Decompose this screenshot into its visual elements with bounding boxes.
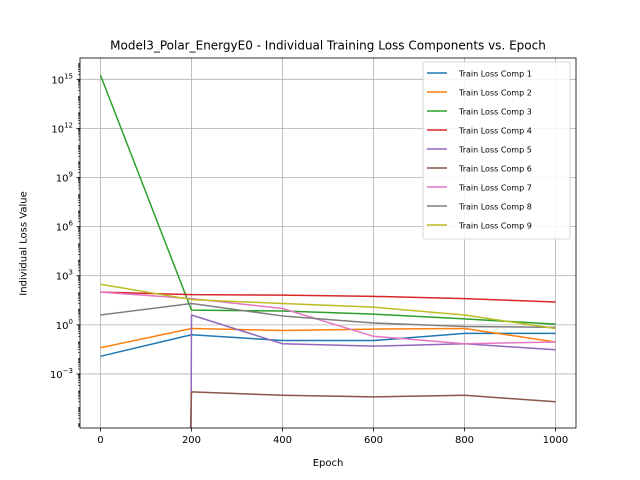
plot-frame <box>79 57 577 429</box>
y-tick-base: 10 <box>51 124 64 135</box>
x-tick-label: 0 <box>97 435 103 446</box>
y-tick-exponent: 6 <box>69 220 74 228</box>
legend-entry: Train Loss Comp 8 <box>427 203 532 212</box>
legend-entry: Train Loss Comp 5 <box>427 146 532 155</box>
y-tick-exponent: −3 <box>63 367 73 375</box>
legend-box <box>422 61 571 240</box>
legend-entry: Train Loss Comp 9 <box>427 222 532 231</box>
y-tick-base: 10 <box>56 272 69 283</box>
legend-label: Train Loss Comp 1 <box>458 70 532 79</box>
legend-label: Train Loss Comp 3 <box>458 108 532 117</box>
y-tick-base: 10 <box>56 321 69 332</box>
legend-entry: Train Loss Comp 2 <box>427 89 532 98</box>
y-tick-label: 10−3 <box>50 367 73 381</box>
x-axis-title: Epoch <box>313 458 344 469</box>
y-tick-exponent: 15 <box>64 72 73 80</box>
y-tick-exponent: 12 <box>64 121 73 129</box>
y-tick-base: 10 <box>50 370 63 381</box>
legend: Train Loss Comp 1 Train Loss Comp 2 Train … <box>422 61 571 240</box>
legend-label: Train Loss Comp 7 <box>458 184 532 193</box>
y-tick-base: 10 <box>56 223 69 234</box>
series-line-comp-8 <box>100 302 556 329</box>
legend-label: Train Loss Comp 5 <box>458 146 532 155</box>
y-tick-exponent: 3 <box>69 269 73 277</box>
y-tick-exponent: 0 <box>69 318 73 326</box>
series-line-comp-2 <box>100 327 556 349</box>
y-tick-label: 106 <box>56 220 74 234</box>
y-tick-base: 10 <box>51 75 64 86</box>
series-line-comp-6 <box>189 391 556 429</box>
series-line-comp-1 <box>100 332 556 358</box>
x-tick-label: 600 <box>364 435 383 446</box>
axes: 0 200 400 600 800 100010−31001031061091012101… <box>50 57 577 446</box>
series-line-comp-4 <box>100 291 556 303</box>
series-line-comp-3 <box>99 74 556 325</box>
legend-entry: Train Loss Comp 6 <box>427 165 532 174</box>
y-tick-label: 100 <box>56 318 73 332</box>
legend-label: Train Loss Comp 6 <box>458 165 532 174</box>
x-tick-label: 200 <box>182 435 201 446</box>
y-tick-label: 1012 <box>51 121 73 135</box>
legend-entry: Train Loss Comp 7 <box>427 184 532 193</box>
y-tick-base: 10 <box>56 174 69 185</box>
legend-label: Train Loss Comp 8 <box>458 203 532 212</box>
series-line-comp-5 <box>190 314 556 429</box>
legend-entry: Train Loss Comp 4 <box>427 127 532 136</box>
y-axis-title: Individual Loss Value <box>19 191 30 295</box>
x-tick-label: 800 <box>455 435 474 446</box>
y-tick-label: 109 <box>56 171 73 185</box>
legend-label: Train Loss Comp 2 <box>458 89 532 98</box>
legend-label: Train Loss Comp 4 <box>458 127 532 136</box>
legend-label: Train Loss Comp 9 <box>458 222 532 231</box>
x-tick-label: 400 <box>273 435 292 446</box>
series-line-comp-9 <box>100 283 556 330</box>
x-tick-label: 1000 <box>543 435 568 446</box>
legend-entry: Train Loss Comp 1 <box>427 70 532 79</box>
y-tick-exponent: 9 <box>69 171 73 179</box>
y-tick-label: 103 <box>56 269 73 283</box>
chart-title: Model3_Polar_EnergyE0 - Individual Train… <box>110 39 546 53</box>
y-tick-label: 1015 <box>51 72 73 86</box>
series-lines <box>99 74 556 429</box>
legend-entry: Train Loss Comp 3 <box>427 108 532 117</box>
